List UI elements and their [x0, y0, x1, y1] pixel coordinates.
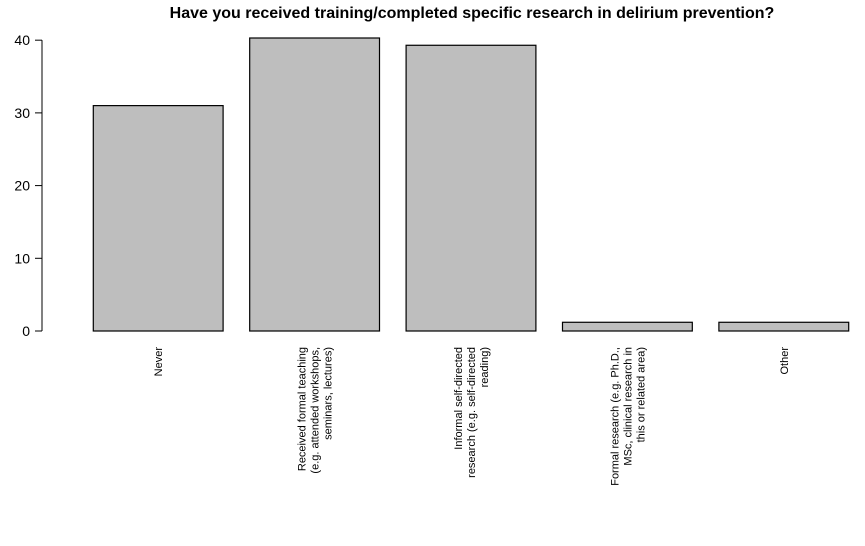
x-tick-label-line: seminars, lectures) — [323, 347, 335, 440]
x-tick-label: Received formal teaching(e.g. attended w… — [297, 347, 335, 474]
x-tick-label-line: this or related area) — [635, 347, 647, 442]
x-tick-label-line: Received formal teaching — [297, 347, 309, 471]
chart-title: Have you received training/completed spe… — [170, 5, 775, 22]
x-tick-label-line: (e.g. attended workshops, — [310, 347, 322, 474]
bar — [405, 44, 537, 332]
x-tick-label-line: Other — [779, 347, 791, 375]
x-tick-label-line: reading) — [479, 347, 491, 387]
x-tick-label-line: MSc, clinical research in — [622, 347, 634, 466]
y-tick-label: 0 — [22, 323, 30, 339]
x-tick-label-line: Formal research (e.g. Ph.D., — [609, 347, 621, 486]
bars-group — [92, 37, 850, 332]
x-tick-label-line: Informal self-directed — [453, 347, 465, 450]
bar — [561, 321, 693, 332]
y-tick-label: 10 — [14, 250, 30, 266]
y-tick-label: 40 — [14, 32, 30, 48]
x-tick-label-line: Never — [153, 347, 165, 377]
x-tick-label: Other — [779, 347, 791, 375]
x-tick-label: Formal research (e.g. Ph.D.,MSc, clinica… — [609, 347, 647, 486]
bar — [249, 37, 381, 332]
x-tick-label: Informal self-directedresearch (e.g. sel… — [453, 347, 491, 478]
x-tick-label: Never — [153, 347, 165, 377]
y-tick-label: 20 — [14, 178, 30, 194]
y-tick-label: 30 — [14, 105, 30, 121]
bar — [92, 105, 224, 332]
y-axis: 0 10 20 30 40 — [14, 32, 43, 339]
x-tick-label-line: research (e.g. self-directed — [466, 347, 478, 478]
x-axis-labels: Never Received formal teaching(e.g. atten… — [153, 347, 791, 486]
bar — [718, 321, 850, 332]
